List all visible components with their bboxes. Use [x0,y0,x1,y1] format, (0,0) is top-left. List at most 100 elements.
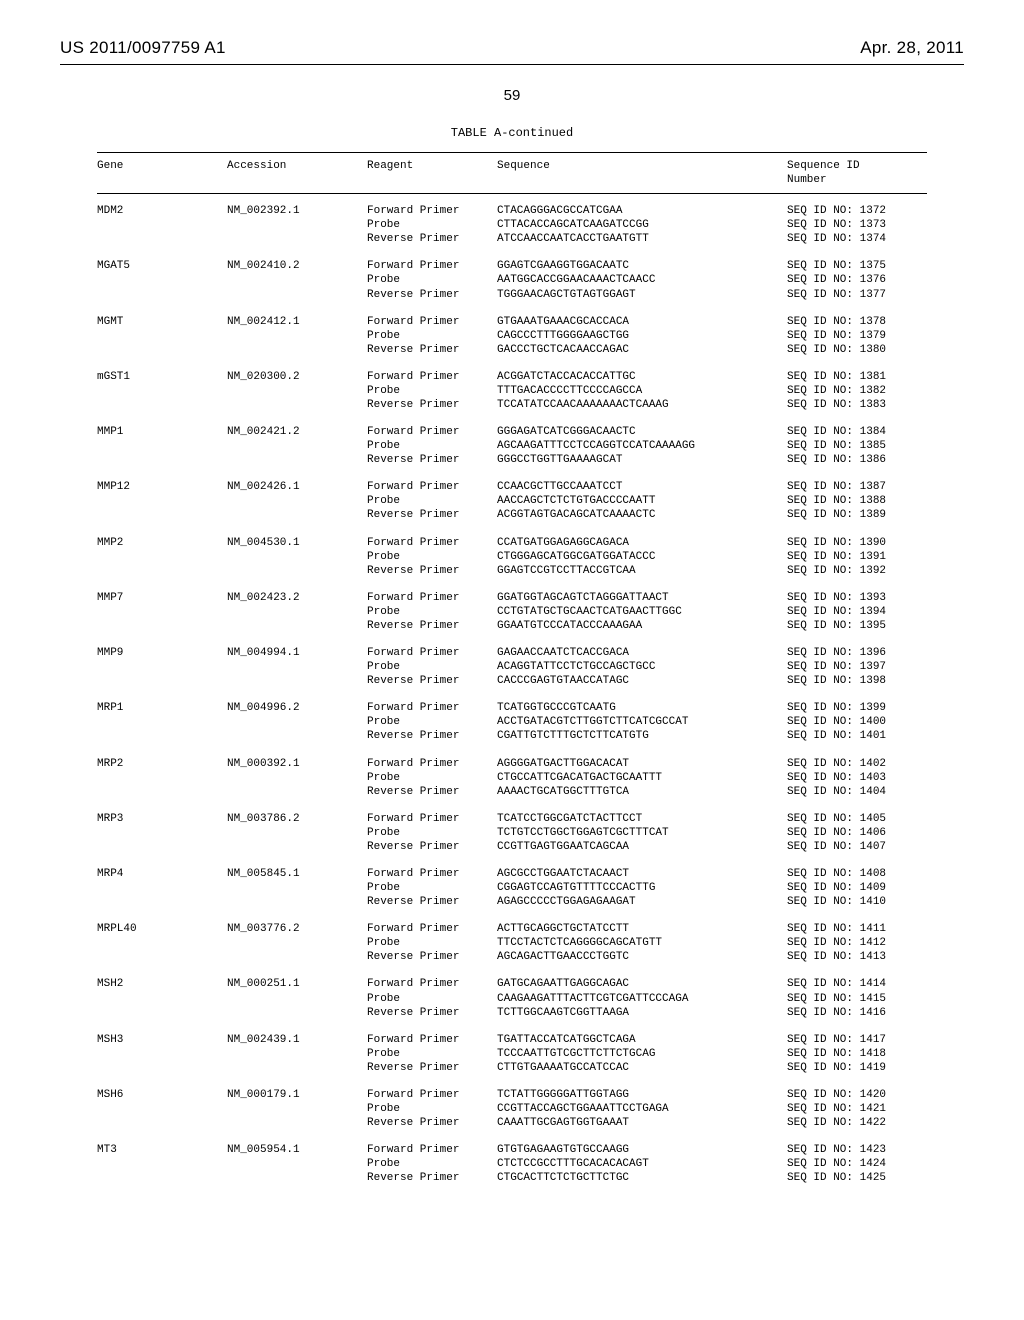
seq-fwd: GTGTGAGAAGTGTGCCAAGG [497,1143,787,1157]
seqid-fwd: SEQ ID NO: 1387 [787,480,927,494]
seq-rev: CGATTGTCTTTGCTCTTCATGTG [497,729,787,743]
cell-reagent: Forward PrimerProbeReverse Primer [367,922,497,964]
cell-accession: NM_002426.1 [227,480,367,522]
cell-gene: MMP9 [97,646,227,688]
seq-probe: CTGCCATTCGACATGACTGCAATTT [497,771,787,785]
seqid-rev: SEQ ID NO: 1392 [787,564,927,578]
seq-probe: AGCAAGATTTCCTCCAGGTCCATCAAAAGG [497,439,787,453]
seqid-fwd: SEQ ID NO: 1381 [787,370,927,384]
cell-reagent: Forward PrimerProbeReverse Primer [367,204,497,246]
seqid-rev: SEQ ID NO: 1377 [787,288,927,302]
cell-accession: NM_000251.1 [227,977,367,1019]
cell-seq-id: SEQ ID NO: 1393SEQ ID NO: 1394SEQ ID NO:… [787,591,927,633]
col-header-seqid-2: Number [787,173,927,187]
seqid-fwd: SEQ ID NO: 1405 [787,812,927,826]
cell-sequence: TCATGGTGCCCGTCAATGACCTGATACGTCTTGGTCTTCA… [497,701,787,743]
seq-probe: AACCAGCTCTCTGTGACCCCAATT [497,494,787,508]
cell-seq-id: SEQ ID NO: 1411SEQ ID NO: 1412SEQ ID NO:… [787,922,927,964]
seqid-probe: SEQ ID NO: 1385 [787,439,927,453]
cell-accession: NM_005845.1 [227,867,367,909]
seq-rev: GACCCTGCTCACAACCAGAC [497,343,787,357]
cell-reagent: Forward PrimerProbeReverse Primer [367,425,497,467]
seq-fwd: AGGGGATGACTTGGACACAT [497,757,787,771]
seq-rev: CTGCACTTCTCTGCTTCTGC [497,1171,787,1185]
cell-accession: NM_002410.2 [227,259,367,301]
seq-fwd: AGCGCCTGGAATCTACAACT [497,867,787,881]
reagent-probe: Probe [367,660,497,674]
seq-rev: CTTGTGAAAATGCCATCCAC [497,1061,787,1075]
cell-reagent: Forward PrimerProbeReverse Primer [367,315,497,357]
cell-gene: MRP2 [97,757,227,799]
cell-reagent: Forward PrimerProbeReverse Primer [367,812,497,854]
cell-seq-id: SEQ ID NO: 1378SEQ ID NO: 1379SEQ ID NO:… [787,315,927,357]
page-number: 59 [60,87,964,104]
seq-probe: CGGAGTCCAGTGTTTTCCCACTTG [497,881,787,895]
cell-accession: NM_002412.1 [227,315,367,357]
seq-probe: CAAGAAGATTTACTTCGTCGATTCCCAGA [497,992,787,1006]
cell-gene: MGMT [97,315,227,357]
table-row: MT3NM_005954.1Forward PrimerProbeReverse… [97,1143,927,1185]
seqid-fwd: SEQ ID NO: 1399 [787,701,927,715]
seqid-probe: SEQ ID NO: 1403 [787,771,927,785]
seq-fwd: GATGCAGAATTGAGGCAGAC [497,977,787,991]
reagent-fwd: Forward Primer [367,536,497,550]
reagent-rev: Reverse Primer [367,232,497,246]
seqid-probe: SEQ ID NO: 1394 [787,605,927,619]
col-header-seqid-1: Sequence ID [787,159,927,173]
seq-probe: TTTGACACCCCTTCCCCAGCCA [497,384,787,398]
seq-rev: ACGGTAGTGACAGCATCAAAACTC [497,508,787,522]
seq-probe: CCGTTACCAGCTGGAAATTCCTGAGA [497,1102,787,1116]
seqid-probe: SEQ ID NO: 1382 [787,384,927,398]
seqid-probe: SEQ ID NO: 1409 [787,881,927,895]
reagent-fwd: Forward Primer [367,315,497,329]
seq-rev: CACCCGAGTGTAACCATAGC [497,674,787,688]
seq-rev: TGGGAACAGCTGTAGTGGAGT [497,288,787,302]
reagent-fwd: Forward Primer [367,480,497,494]
seq-fwd: TCTATTGGGGGATTGGTAGG [497,1088,787,1102]
seq-fwd: GGGAGATCATCGGGACAACTC [497,425,787,439]
cell-reagent: Forward PrimerProbeReverse Primer [367,757,497,799]
seqid-fwd: SEQ ID NO: 1408 [787,867,927,881]
table-row: MRP2NM_000392.1Forward PrimerProbeRevers… [97,757,927,799]
seqid-rev: SEQ ID NO: 1398 [787,674,927,688]
seq-fwd: GAGAACCAATCTCACCGACA [497,646,787,660]
seqid-rev: SEQ ID NO: 1404 [787,785,927,799]
cell-reagent: Forward PrimerProbeReverse Primer [367,480,497,522]
cell-gene: MRP3 [97,812,227,854]
cell-seq-id: SEQ ID NO: 1417SEQ ID NO: 1418SEQ ID NO:… [787,1033,927,1075]
cell-sequence: GTGTGAGAAGTGTGCCAAGGCTCTCCGCCTTTGCACACAC… [497,1143,787,1185]
col-header-accession: Accession [227,159,367,187]
reagent-fwd: Forward Primer [367,1088,497,1102]
reagent-rev: Reverse Primer [367,343,497,357]
cell-gene: MRPL40 [97,922,227,964]
cell-sequence: GGGAGATCATCGGGACAACTCAGCAAGATTTCCTCCAGGT… [497,425,787,467]
seqid-probe: SEQ ID NO: 1388 [787,494,927,508]
table-row: MSH2NM_000251.1Forward PrimerProbeRevers… [97,977,927,1019]
seqid-rev: SEQ ID NO: 1407 [787,840,927,854]
seqid-fwd: SEQ ID NO: 1420 [787,1088,927,1102]
seq-fwd: CCAACGCTTGCCAAATCCT [497,480,787,494]
reagent-probe: Probe [367,936,497,950]
reagent-fwd: Forward Primer [367,757,497,771]
seqid-fwd: SEQ ID NO: 1378 [787,315,927,329]
reagent-rev: Reverse Primer [367,729,497,743]
table-row: MMP7NM_002423.2Forward PrimerProbeRevers… [97,591,927,633]
cell-sequence: GAGAACCAATCTCACCGACAACAGGTATTCCTCTGCCAGC… [497,646,787,688]
reagent-fwd: Forward Primer [367,259,497,273]
page-header: US 2011/0097759 A1 Apr. 28, 2011 [60,38,964,65]
cell-sequence: TGATTACCATCATGGCTCAGATCCCAATTGTCGCTTCTTC… [497,1033,787,1075]
reagent-rev: Reverse Primer [367,508,497,522]
reagent-fwd: Forward Primer [367,977,497,991]
cell-gene: MMP12 [97,480,227,522]
reagent-probe: Probe [367,881,497,895]
seq-rev: GGAATGTCCCATACCCAAAGAA [497,619,787,633]
table-row: MMP1NM_002421.2Forward PrimerProbeRevers… [97,425,927,467]
seq-rev: GGGCCTGGTTGAAAAGCAT [497,453,787,467]
cell-accession: NM_020300.2 [227,370,367,412]
reagent-probe: Probe [367,273,497,287]
cell-seq-id: SEQ ID NO: 1405SEQ ID NO: 1406SEQ ID NO:… [787,812,927,854]
col-header-reagent: Reagent [367,159,497,187]
reagent-probe: Probe [367,771,497,785]
reagent-rev: Reverse Primer [367,895,497,909]
seq-fwd: CTACAGGGACGCCATCGAA [497,204,787,218]
